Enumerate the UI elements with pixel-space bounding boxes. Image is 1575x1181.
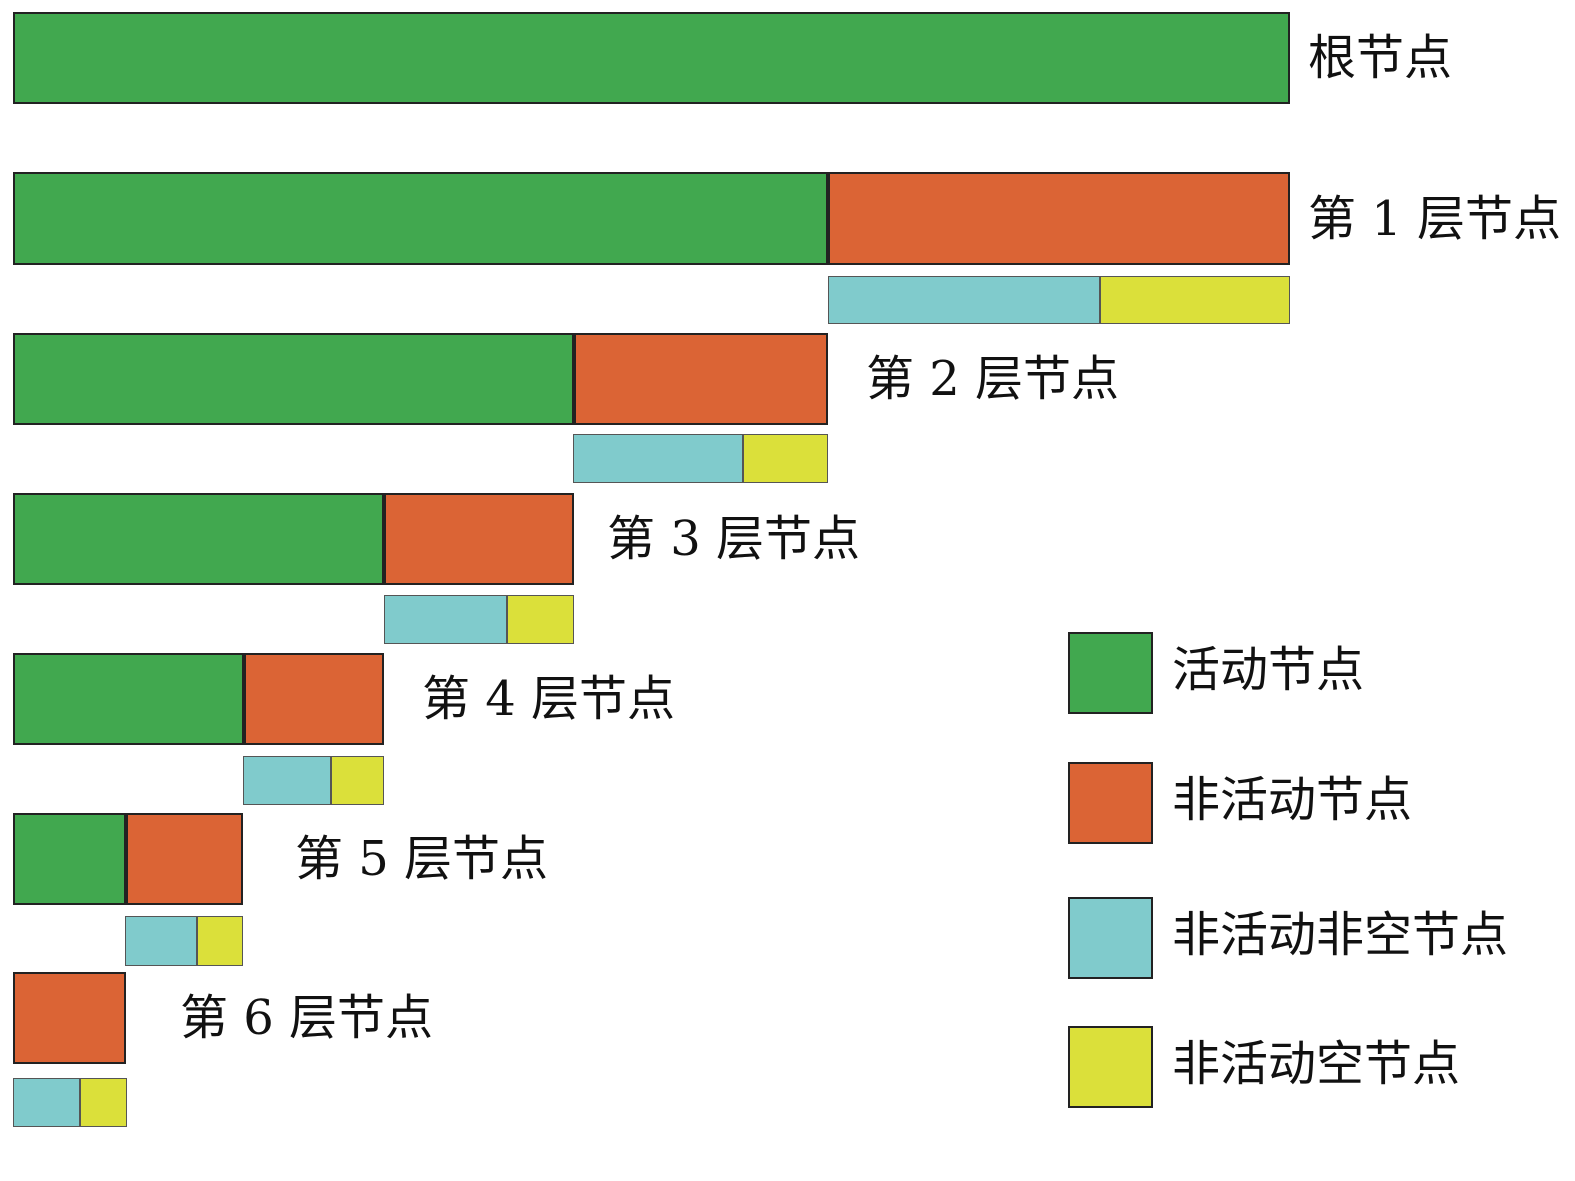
level-label: 根节点 [1308, 30, 1453, 86]
inactive-empty-node-bar [331, 756, 384, 805]
inactive-empty-node-bar [80, 1078, 127, 1127]
inactive-nonempty-node-bar [125, 916, 197, 966]
legend-label: 非活动节点 [1172, 772, 1413, 828]
legend-label: 非活动空节点 [1172, 1036, 1461, 1092]
level-label: 第 2 层节点 [866, 351, 1120, 407]
active-node-bar [13, 813, 126, 905]
active-node-bar [13, 12, 1290, 104]
legend-label: 活动节点 [1172, 642, 1365, 698]
active-node-bar [13, 172, 828, 265]
inactive-node-bar [126, 813, 243, 905]
legend-swatch-inactive-empty [1068, 1026, 1153, 1108]
level-label: 第 5 层节点 [295, 831, 549, 887]
inactive-node-bar [244, 653, 384, 745]
inactive-empty-node-bar [507, 595, 574, 644]
level-label: 第 1 层节点 [1308, 190, 1562, 247]
legend-swatch-inactive-nonempty [1068, 897, 1153, 979]
legend-swatch-inactive [1068, 762, 1153, 844]
legend-label: 非活动非空节点 [1172, 907, 1509, 963]
inactive-node-bar [574, 333, 828, 425]
inactive-node-bar [384, 493, 574, 585]
level-label: 第 6 层节点 [180, 990, 434, 1046]
level-label: 第 3 层节点 [607, 511, 861, 567]
inactive-nonempty-node-bar [243, 756, 331, 805]
inactive-nonempty-node-bar [13, 1078, 80, 1127]
inactive-node-bar [13, 972, 126, 1064]
inactive-empty-node-bar [1100, 276, 1290, 324]
inactive-nonempty-node-bar [828, 276, 1100, 324]
inactive-nonempty-node-bar [384, 595, 507, 644]
inactive-nonempty-node-bar [573, 434, 743, 483]
inactive-empty-node-bar [743, 434, 828, 483]
inactive-empty-node-bar [197, 916, 243, 966]
level-label: 第 4 层节点 [422, 671, 676, 727]
legend-swatch-active [1068, 632, 1153, 714]
active-node-bar [13, 493, 384, 585]
inactive-node-bar [828, 172, 1290, 265]
active-node-bar [13, 653, 244, 745]
active-node-bar [13, 333, 574, 425]
